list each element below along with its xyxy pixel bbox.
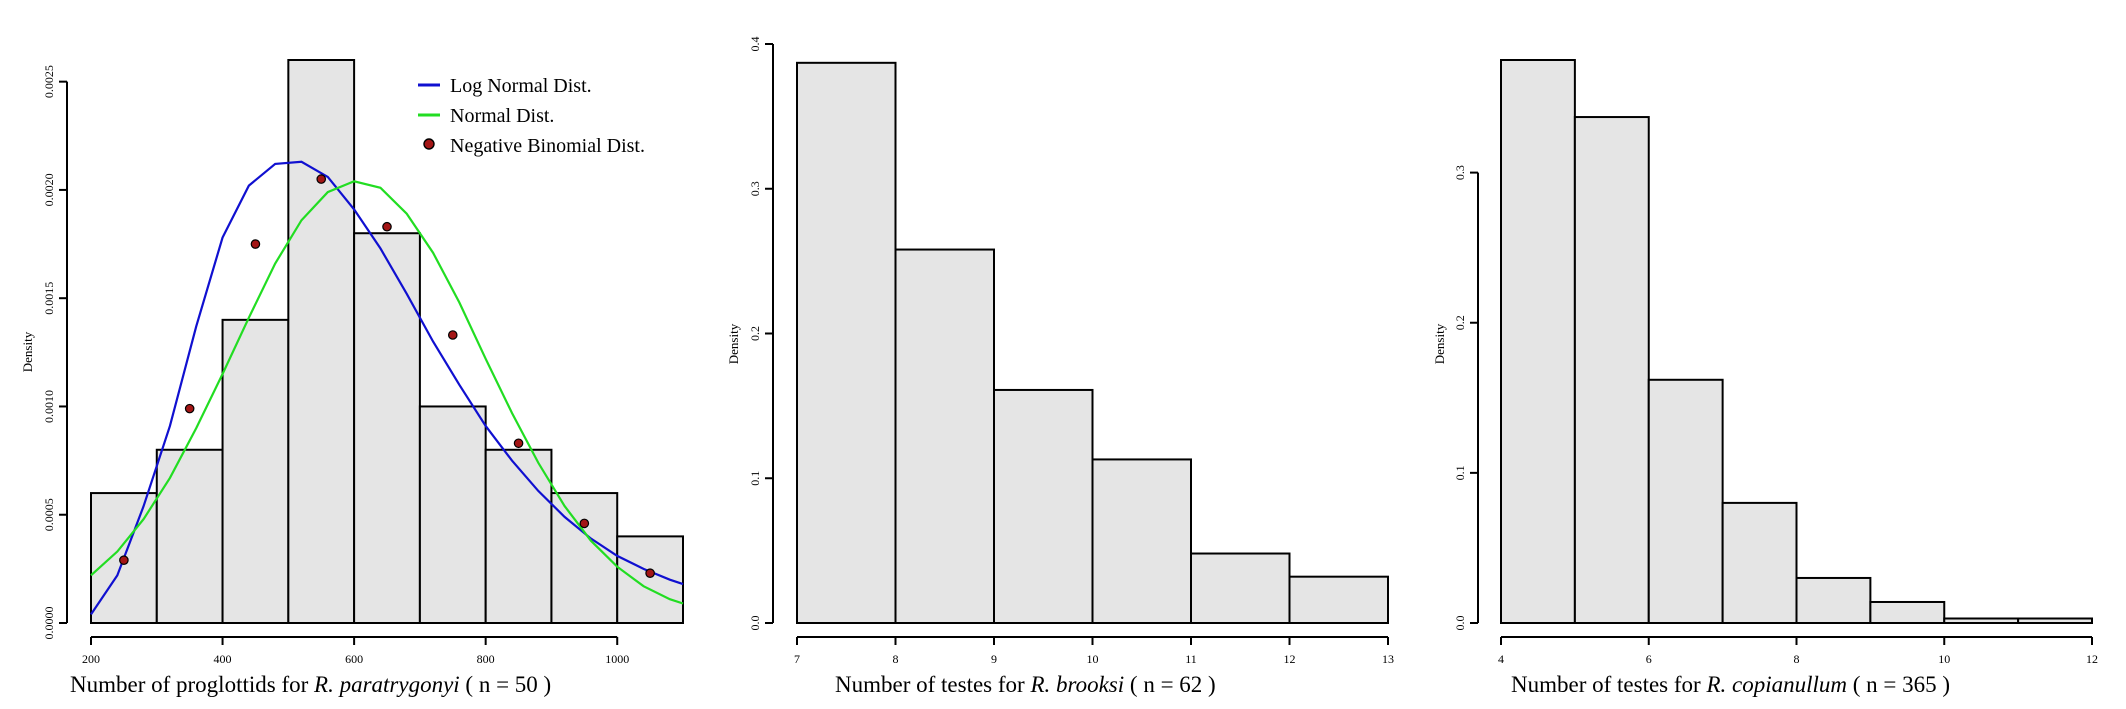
y-tick-label: 0.0020 (42, 173, 56, 206)
histogram-bar (1288, 575, 1389, 624)
y-tick-label: 0.0025 (42, 65, 56, 98)
x-tick-label: 1000 (605, 652, 629, 666)
x-axis-title: Number of testes for R. copianullum ( n … (1511, 672, 1950, 697)
histogram-bar (155, 448, 224, 624)
x-tick-label: 10 (1938, 652, 1950, 666)
histogram-bar (894, 248, 995, 624)
series-line-log-normal-dist (90, 160, 684, 615)
x-axis-title: Number of proglottids for R. paratrygony… (70, 672, 551, 697)
y-tick-label: 0.1 (748, 471, 762, 486)
negative-binomial-point (447, 330, 458, 340)
histogram-panel-copianullum: 4 6 8 10 12 0.0 0.1 0.2 0.3 Density Number of test… (1432, 59, 2098, 697)
x-tick-label: 600 (345, 652, 363, 666)
negative-binomial-point (316, 174, 327, 184)
x-tick-label: 8 (1794, 652, 1800, 666)
series-line-normal-dist (90, 180, 684, 605)
histogram-bar (1190, 552, 1291, 625)
y-tick-label: 0.1 (1453, 465, 1467, 480)
y-tick-label: 0.0015 (42, 282, 56, 315)
y-tick-label: 0.0005 (42, 498, 56, 531)
histogram-bar (418, 405, 487, 625)
legend-swatch-point (423, 138, 435, 150)
negative-binomial-point (250, 239, 261, 249)
x-axis-title-prefix: Number of testes for (1511, 672, 1706, 697)
x-tick-label: 12 (1284, 652, 1296, 666)
x-tick-label: 13 (1382, 652, 1394, 666)
y-tick-label: 0.0000 (42, 607, 56, 640)
y-tick-label: 0.2 (1453, 315, 1467, 330)
negative-binomial-point (579, 518, 590, 529)
x-tick-label: 7 (794, 652, 800, 666)
y-axis-title: Density (20, 331, 35, 372)
x-tick-label: 400 (214, 652, 232, 666)
histogram-bar (353, 232, 421, 624)
y-axis-title: Density (1432, 323, 1447, 364)
x-tick-label: 12 (2086, 652, 2098, 666)
x-tick-label: 10 (1087, 652, 1099, 666)
histogram-bar (1500, 59, 1576, 624)
y-axis-title: Density (726, 323, 741, 364)
histogram-panel-proglottids: 200 400 600 800 1000 0.0000 0.0005 0.0010 0.0015… (20, 59, 685, 697)
negative-binomial-point (645, 568, 655, 578)
x-axis-title-species: R. copianullum (1705, 672, 1847, 697)
y-tick-label: 0.0 (748, 616, 762, 631)
histogram-bar (1869, 600, 1946, 624)
histogram-panel-brooksi: 7 8 9 10 11 12 13 0.0 0.1 0.2 0.3 0.4 Density Number … (726, 37, 1394, 698)
y-tick-label: 0.4 (748, 37, 762, 52)
x-axis-title-species: R. paratrygonyi (313, 672, 460, 697)
y-tick-label: 0.0010 (42, 390, 56, 423)
y-tick-label: 0.3 (748, 181, 762, 196)
x-axis-title-species: R. brooksi (1029, 672, 1124, 697)
x-tick-label: 11 (1185, 652, 1197, 666)
histogram-bar (1647, 378, 1724, 624)
x-axis-title-prefix: Number of testes for (835, 672, 1030, 697)
x-axis-title: Number of testes for R. brooksi ( n = 62… (835, 672, 1216, 697)
histogram-bar (796, 61, 897, 624)
histogram-bar (993, 388, 1094, 625)
negative-binomial-point (513, 438, 524, 449)
x-axis-title-suffix: ( n = 365 ) (1847, 672, 1950, 697)
histogram-bar (1943, 617, 2020, 624)
histogram-bar (287, 59, 356, 624)
legend-entry: Negative Binomial Dist. (450, 135, 645, 157)
y-tick-label: 0.3 (1453, 165, 1467, 180)
y-tick-label: 0.2 (748, 326, 762, 341)
legend: Log Normal Dist. Normal Dist. Negative Bin… (418, 75, 645, 157)
x-axis-title-suffix: ( n = 50 ) (460, 672, 552, 697)
histogram-bar (1795, 576, 1872, 625)
histogram-bar (2017, 617, 2093, 624)
negative-binomial-point (382, 221, 392, 232)
histogram-bar (1573, 116, 1650, 625)
legend-entry: Log Normal Dist. (450, 75, 592, 97)
x-tick-label: 9 (991, 652, 997, 666)
x-tick-label: 8 (893, 652, 899, 666)
histogram-bar (484, 448, 553, 624)
x-tick-label: 6 (1646, 652, 1652, 666)
x-tick-label: 200 (82, 652, 100, 666)
x-axis-title-suffix: ( n = 62 ) (1124, 672, 1216, 697)
y-tick-label: 0.0 (1453, 616, 1467, 631)
x-tick-label: 800 (477, 652, 495, 666)
histogram-bar (1721, 501, 1798, 625)
legend-entry: Normal Dist. (450, 105, 554, 127)
x-tick-label: 4 (1498, 652, 1504, 666)
negative-binomial-point (184, 403, 195, 414)
histogram-bar (221, 318, 290, 624)
histogram-bar (1091, 458, 1192, 624)
x-axis-title-prefix: Number of proglottids for (70, 672, 314, 697)
negative-binomial-point (119, 555, 129, 566)
